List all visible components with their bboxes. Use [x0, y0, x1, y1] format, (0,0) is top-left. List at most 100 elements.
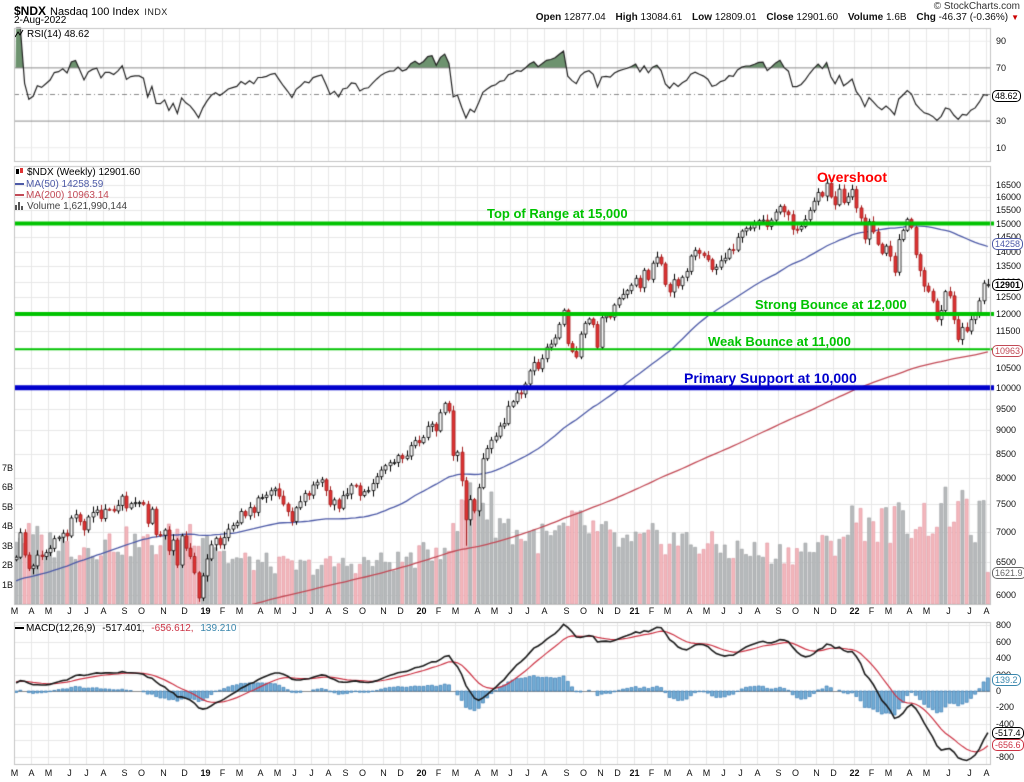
month-label: N: [380, 768, 387, 778]
month-label: N: [813, 606, 820, 616]
chg-label: Chg: [916, 12, 936, 23]
price-axis-label: 6000: [996, 589, 1017, 600]
month-label: J: [309, 768, 314, 778]
month-label: A: [754, 768, 761, 778]
month-label: M: [884, 768, 893, 778]
month-label: F: [648, 768, 655, 778]
month-label: A: [474, 606, 481, 616]
month-label: A: [983, 606, 990, 616]
header-title: $NDX Nasdaq 100 Index INDX: [14, 2, 168, 20]
price-axis-label: 13500: [996, 261, 1022, 272]
ma200-legend-label: MA(200) 10963.14: [26, 190, 109, 201]
month-label: J: [508, 606, 513, 616]
month-label: F: [435, 606, 442, 616]
month-label: D: [614, 768, 621, 778]
month-label: A: [906, 768, 913, 778]
month-label: O: [791, 606, 800, 616]
month-label: J: [967, 606, 972, 616]
month-label: M: [663, 606, 672, 616]
month-label: S: [342, 768, 349, 778]
month-label: N: [813, 768, 820, 778]
month-label: J: [946, 606, 951, 616]
month-label: M: [922, 768, 931, 778]
month-label: A: [28, 768, 35, 778]
price-value-tag: 12901: [992, 278, 1024, 291]
month-label: M: [702, 768, 711, 778]
month-label: J: [721, 606, 726, 616]
price-axis-label: 9500: [996, 403, 1017, 414]
month-label: J: [738, 768, 743, 778]
macd-line-swatch-icon: [15, 627, 24, 630]
month-label: A: [100, 768, 107, 778]
volume-label: Volume: [847, 12, 884, 23]
copyright: © StockCharts.com: [933, 1, 1020, 12]
month-label: M: [273, 606, 282, 616]
month-label: O: [137, 768, 146, 778]
month-label: J: [67, 606, 72, 616]
macd-axis-label: 800: [996, 620, 1012, 631]
month-label: S: [342, 606, 349, 616]
ma200-value-tag: 10963: [992, 344, 1024, 357]
price-axis-label: 6500: [996, 557, 1017, 568]
month-label: A: [541, 606, 548, 616]
volume-axis-label: 1B: [2, 579, 14, 590]
macd-axis-label: -800: [996, 751, 1015, 762]
chart-date: 2-Aug-2022: [14, 15, 67, 26]
volume-axis-label: 6B: [2, 482, 14, 492]
month-label: M: [273, 768, 282, 778]
price-axis-label: 8000: [996, 473, 1017, 484]
volume-value-tag: 1621.9: [992, 567, 1024, 580]
rsi-legend: RSI(14) 48.62: [14, 29, 89, 41]
month-label: A: [257, 606, 264, 616]
month-label: M: [663, 768, 672, 778]
price-axis-label: 16500: [996, 180, 1022, 190]
month-label: A: [541, 768, 548, 778]
month-label: N: [380, 606, 387, 616]
month-label: J: [309, 606, 314, 616]
month-label: 20: [416, 606, 427, 616]
month-label: M: [44, 606, 53, 616]
open-value: 12877.04: [564, 12, 606, 23]
low-label: Low: [692, 12, 713, 23]
macd-legend: MACD(12,26,9) -517.401, -656.612, 139.21…: [15, 623, 237, 634]
price-axis-label: 7500: [996, 499, 1017, 510]
month-label: J: [738, 606, 743, 616]
macd-axis-label: -400: [996, 718, 1015, 729]
annotation-primary-support: Primary Support at 10,000: [684, 370, 857, 386]
volume-axis-label: 5B: [2, 501, 14, 512]
month-label: S: [563, 606, 570, 616]
high-label: High: [615, 12, 638, 23]
month-label: A: [686, 768, 693, 778]
macd-legend-name: MACD(12,26,9): [26, 623, 96, 634]
macd-value: -517.401,: [102, 623, 145, 634]
month-label: F: [868, 768, 875, 778]
month-label: F: [219, 768, 226, 778]
month-label: J: [292, 768, 297, 778]
rsi-axis-label: 70: [996, 62, 1007, 73]
month-label: N: [597, 768, 604, 778]
rsi-axis-label: 90: [996, 36, 1007, 47]
volume-axis-label: 7B: [2, 462, 14, 473]
month-label: M: [44, 768, 53, 778]
month-label: J: [292, 606, 297, 616]
volume-bars-icon: [15, 201, 24, 213]
month-label: M: [922, 606, 931, 616]
month-label: D: [830, 768, 837, 778]
month-label: A: [474, 768, 481, 778]
month-label: 20: [416, 768, 427, 778]
price-axis-label: 9000: [996, 425, 1017, 436]
month-label: S: [121, 768, 128, 778]
month-label: D: [181, 606, 188, 616]
month-label: M: [235, 768, 244, 778]
macd-hist-value-tag: 139.2: [992, 673, 1021, 686]
month-label: D: [181, 768, 188, 778]
month-label: M: [235, 606, 244, 616]
month-label: O: [358, 606, 367, 616]
price-legend-label: $NDX (Weekly) 12901.60: [27, 167, 141, 178]
month-label: A: [257, 768, 264, 778]
exchange-code: INDX: [144, 7, 168, 17]
month-label: J: [84, 768, 89, 778]
month-label: A: [983, 768, 990, 778]
month-label: M: [490, 606, 499, 616]
